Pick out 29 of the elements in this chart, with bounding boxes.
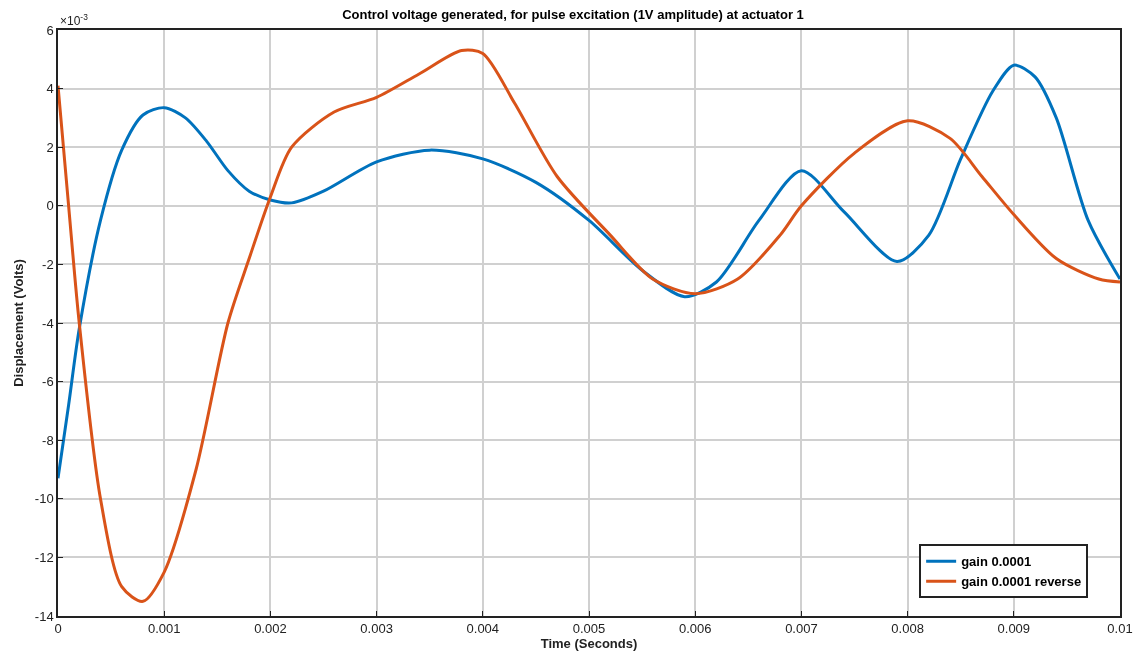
y-tick-label: 4 — [46, 81, 54, 97]
legend-label: gain 0.0001 — [961, 554, 1032, 570]
x-axis-title: Time (Seconds) — [540, 636, 638, 652]
legend-label: gain 0.0001 reverse — [961, 574, 1082, 590]
y-tick-label: -2 — [42, 256, 54, 272]
y-axis-title: Displacement (Volts) — [11, 259, 27, 387]
y-tick-label: 2 — [46, 139, 54, 155]
line-series — [58, 49, 1120, 603]
x-tick-label: 0.003 — [360, 621, 393, 637]
y-tick-label: -8 — [42, 432, 54, 448]
y-tick-label: 0 — [46, 198, 54, 214]
y-tick-label: -10 — [34, 491, 54, 507]
x-tick-label: 0.001 — [147, 621, 181, 637]
x-tick-label: 0.007 — [785, 621, 818, 637]
x-tick-label: 0.006 — [678, 621, 712, 637]
x-tick-label: 0.004 — [466, 621, 500, 637]
chart-title: Control voltage generated, for pulse excitation (1V amplitude) at actuator 1 — [342, 7, 804, 23]
x-tick-label: 0.005 — [572, 621, 606, 637]
line-series — [58, 63, 1120, 480]
x-tick-label: 0.01 — [1107, 621, 1133, 637]
y-tick-label: -4 — [42, 315, 54, 331]
y-tick-label: -12 — [34, 549, 54, 565]
x-tick-label: 0.009 — [997, 621, 1031, 637]
x-tick-label: 0.008 — [891, 621, 924, 637]
y-tick-label: -14 — [34, 608, 54, 624]
text: ×10$^{-3}$ — [60, 12, 89, 29]
y-tick-label: -6 — [42, 374, 54, 390]
y-tick-label: 6 — [46, 22, 54, 38]
x-tick-label: 0.002 — [254, 621, 287, 637]
